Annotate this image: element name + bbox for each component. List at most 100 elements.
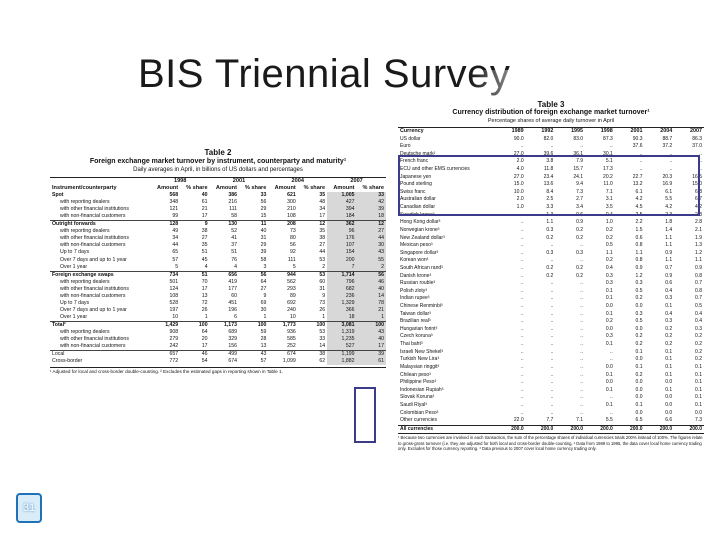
- row-label: with reporting dealers: [60, 228, 110, 235]
- cell-value: 1.1: [665, 234, 673, 241]
- cell-value: 39: [356, 206, 386, 214]
- row-label: US dollar: [400, 135, 421, 142]
- cell-value: 0.4: [695, 310, 702, 317]
- cell-value: ..: [580, 303, 584, 310]
- cell-value: 23.4: [543, 173, 554, 180]
- cell-value: 51: [231, 249, 237, 256]
- table-row: Colombian Peso³........ 0.0 0.0 0.0: [398, 410, 704, 418]
- table-row: Total² 1,429 100 1,173 100 1,773 100 3,081 100: [50, 320, 386, 329]
- cell-value: 499: [209, 350, 239, 359]
- cell-value: ..: [520, 272, 524, 279]
- table-row: Hong Kong dollar³.. 1.1 0.9 1.0 2.2 1.8 2.8: [398, 219, 704, 227]
- table-row: with non-financial customers 44 35 37 29 56 27…: [50, 242, 386, 250]
- cell-value: ..: [520, 348, 524, 355]
- cell-value: 27: [319, 242, 326, 249]
- cell-value: 73: [289, 228, 296, 235]
- cell-value: 65: [172, 249, 179, 256]
- cell-value: 451: [228, 299, 237, 306]
- cell-value: ..: [580, 280, 584, 287]
- cell-value: ..: [550, 333, 554, 340]
- cell-value: 0.3: [605, 333, 613, 340]
- cell-value: 6.1: [665, 188, 673, 195]
- cell-value: 394: [327, 206, 357, 214]
- subcol-header: Amount: [157, 185, 179, 192]
- cell-value: 0.7: [695, 295, 702, 302]
- table-2-caption: Table 2: [204, 148, 232, 157]
- cell-value: 43: [356, 328, 386, 337]
- cell-value: 4.0: [516, 166, 524, 173]
- cell-value: 2.2: [635, 219, 643, 226]
- cell-value: 0.0: [605, 363, 613, 370]
- cell-value: 46: [180, 350, 210, 359]
- cell-value: ..: [610, 409, 613, 416]
- cell-value: ..: [580, 318, 584, 325]
- cell-value: 252: [287, 343, 296, 350]
- cell-value: 38: [297, 350, 328, 359]
- cell-value: 0.2: [665, 341, 673, 348]
- cell-value: 42: [356, 199, 386, 207]
- table-row: Over 7 days and up to 1 year 57 45 76 58 111 5…: [50, 256, 386, 264]
- cell-value: 40: [201, 192, 208, 199]
- year-header: 1998: [173, 178, 187, 185]
- cell-value: 37: [231, 242, 237, 249]
- cell-value: 55: [356, 256, 386, 264]
- cell-value: 16.5: [692, 173, 702, 180]
- cell-value: 15.0: [513, 181, 524, 188]
- cell-value: 0.2: [695, 341, 702, 348]
- cell-value: 33: [319, 336, 326, 343]
- cell-value: 51: [180, 270, 210, 279]
- cell-value: ..: [520, 287, 524, 294]
- cell-value: 657: [150, 350, 181, 359]
- cell-value: 40: [356, 336, 386, 344]
- cell-value: 0.1: [665, 303, 673, 310]
- cell-value: 7.1: [605, 188, 613, 195]
- cell-value: 53: [319, 256, 326, 263]
- cell-value: 37.0: [692, 143, 702, 150]
- table-row: Spot 568 40 386 33 621 35 1,005 33: [50, 192, 386, 200]
- table-row: with reporting dealers 49 38 52 40 73 35 96 27: [50, 228, 386, 236]
- cell-value: 24.1: [573, 173, 584, 180]
- row-label: with non-financial customers: [60, 292, 126, 299]
- cell-value: 329: [228, 336, 237, 343]
- cell-value: 11: [238, 220, 269, 229]
- table-row: Turkish New Lira³........ 0.0 0.1 0.2: [398, 356, 704, 364]
- cell-value: 0.1: [695, 401, 702, 408]
- cell-value: 0.1: [605, 341, 613, 348]
- cell-value: 200.0: [614, 424, 645, 434]
- cell-value: ..: [550, 379, 554, 386]
- cell-value: 60: [231, 292, 237, 299]
- table-2-subtitle: Foreign exchange market turnover by inst…: [89, 158, 347, 165]
- cell-value: 0.3: [635, 280, 643, 287]
- cell-value: 674: [228, 358, 237, 365]
- total-2007-highlight-box: [354, 387, 376, 443]
- cell-value: 0.2: [576, 226, 584, 233]
- row-label: Outright forwards: [50, 220, 151, 229]
- table-row: with reporting dealers 348 61 216 56 300 48 427…: [50, 199, 386, 207]
- cell-value: 21: [201, 206, 208, 213]
- cell-value: 64: [201, 329, 208, 335]
- cell-value: 69: [260, 299, 267, 306]
- row-label: Hungarian forint³: [400, 325, 438, 332]
- table-row: Pound sterling 15.0 13.6 9.4 11.0 13.2 16.9 15.…: [398, 181, 704, 189]
- cell-value: 130: [209, 220, 239, 229]
- cell-value: 88.7: [662, 135, 673, 142]
- cell-value: 45: [201, 256, 208, 263]
- cell-value: 1: [204, 313, 208, 320]
- cell-value: 0.2: [695, 348, 702, 355]
- row-label: Hong Kong dollar³: [400, 219, 441, 226]
- cell-value: ..: [550, 242, 554, 249]
- cell-value: 111: [287, 256, 296, 263]
- row-label: Norwegian krone³: [400, 226, 440, 233]
- cell-value: 0.4: [665, 287, 673, 294]
- cell-value: 33: [356, 192, 386, 200]
- row-label: Spot: [52, 192, 64, 199]
- cell-value: 30.1: [603, 150, 613, 157]
- cell-value: 72: [201, 299, 208, 306]
- cell-value: 0.6: [635, 234, 643, 241]
- row-label: Thai baht³: [400, 341, 423, 348]
- cell-value: 3,081: [327, 320, 357, 329]
- cell-value: 49: [172, 228, 179, 235]
- cell-value: 13.2: [632, 181, 643, 188]
- cell-value: 0.9: [665, 272, 673, 279]
- table-row: Up to 7 days 65 51 51 39 92 44 154 43: [50, 249, 386, 257]
